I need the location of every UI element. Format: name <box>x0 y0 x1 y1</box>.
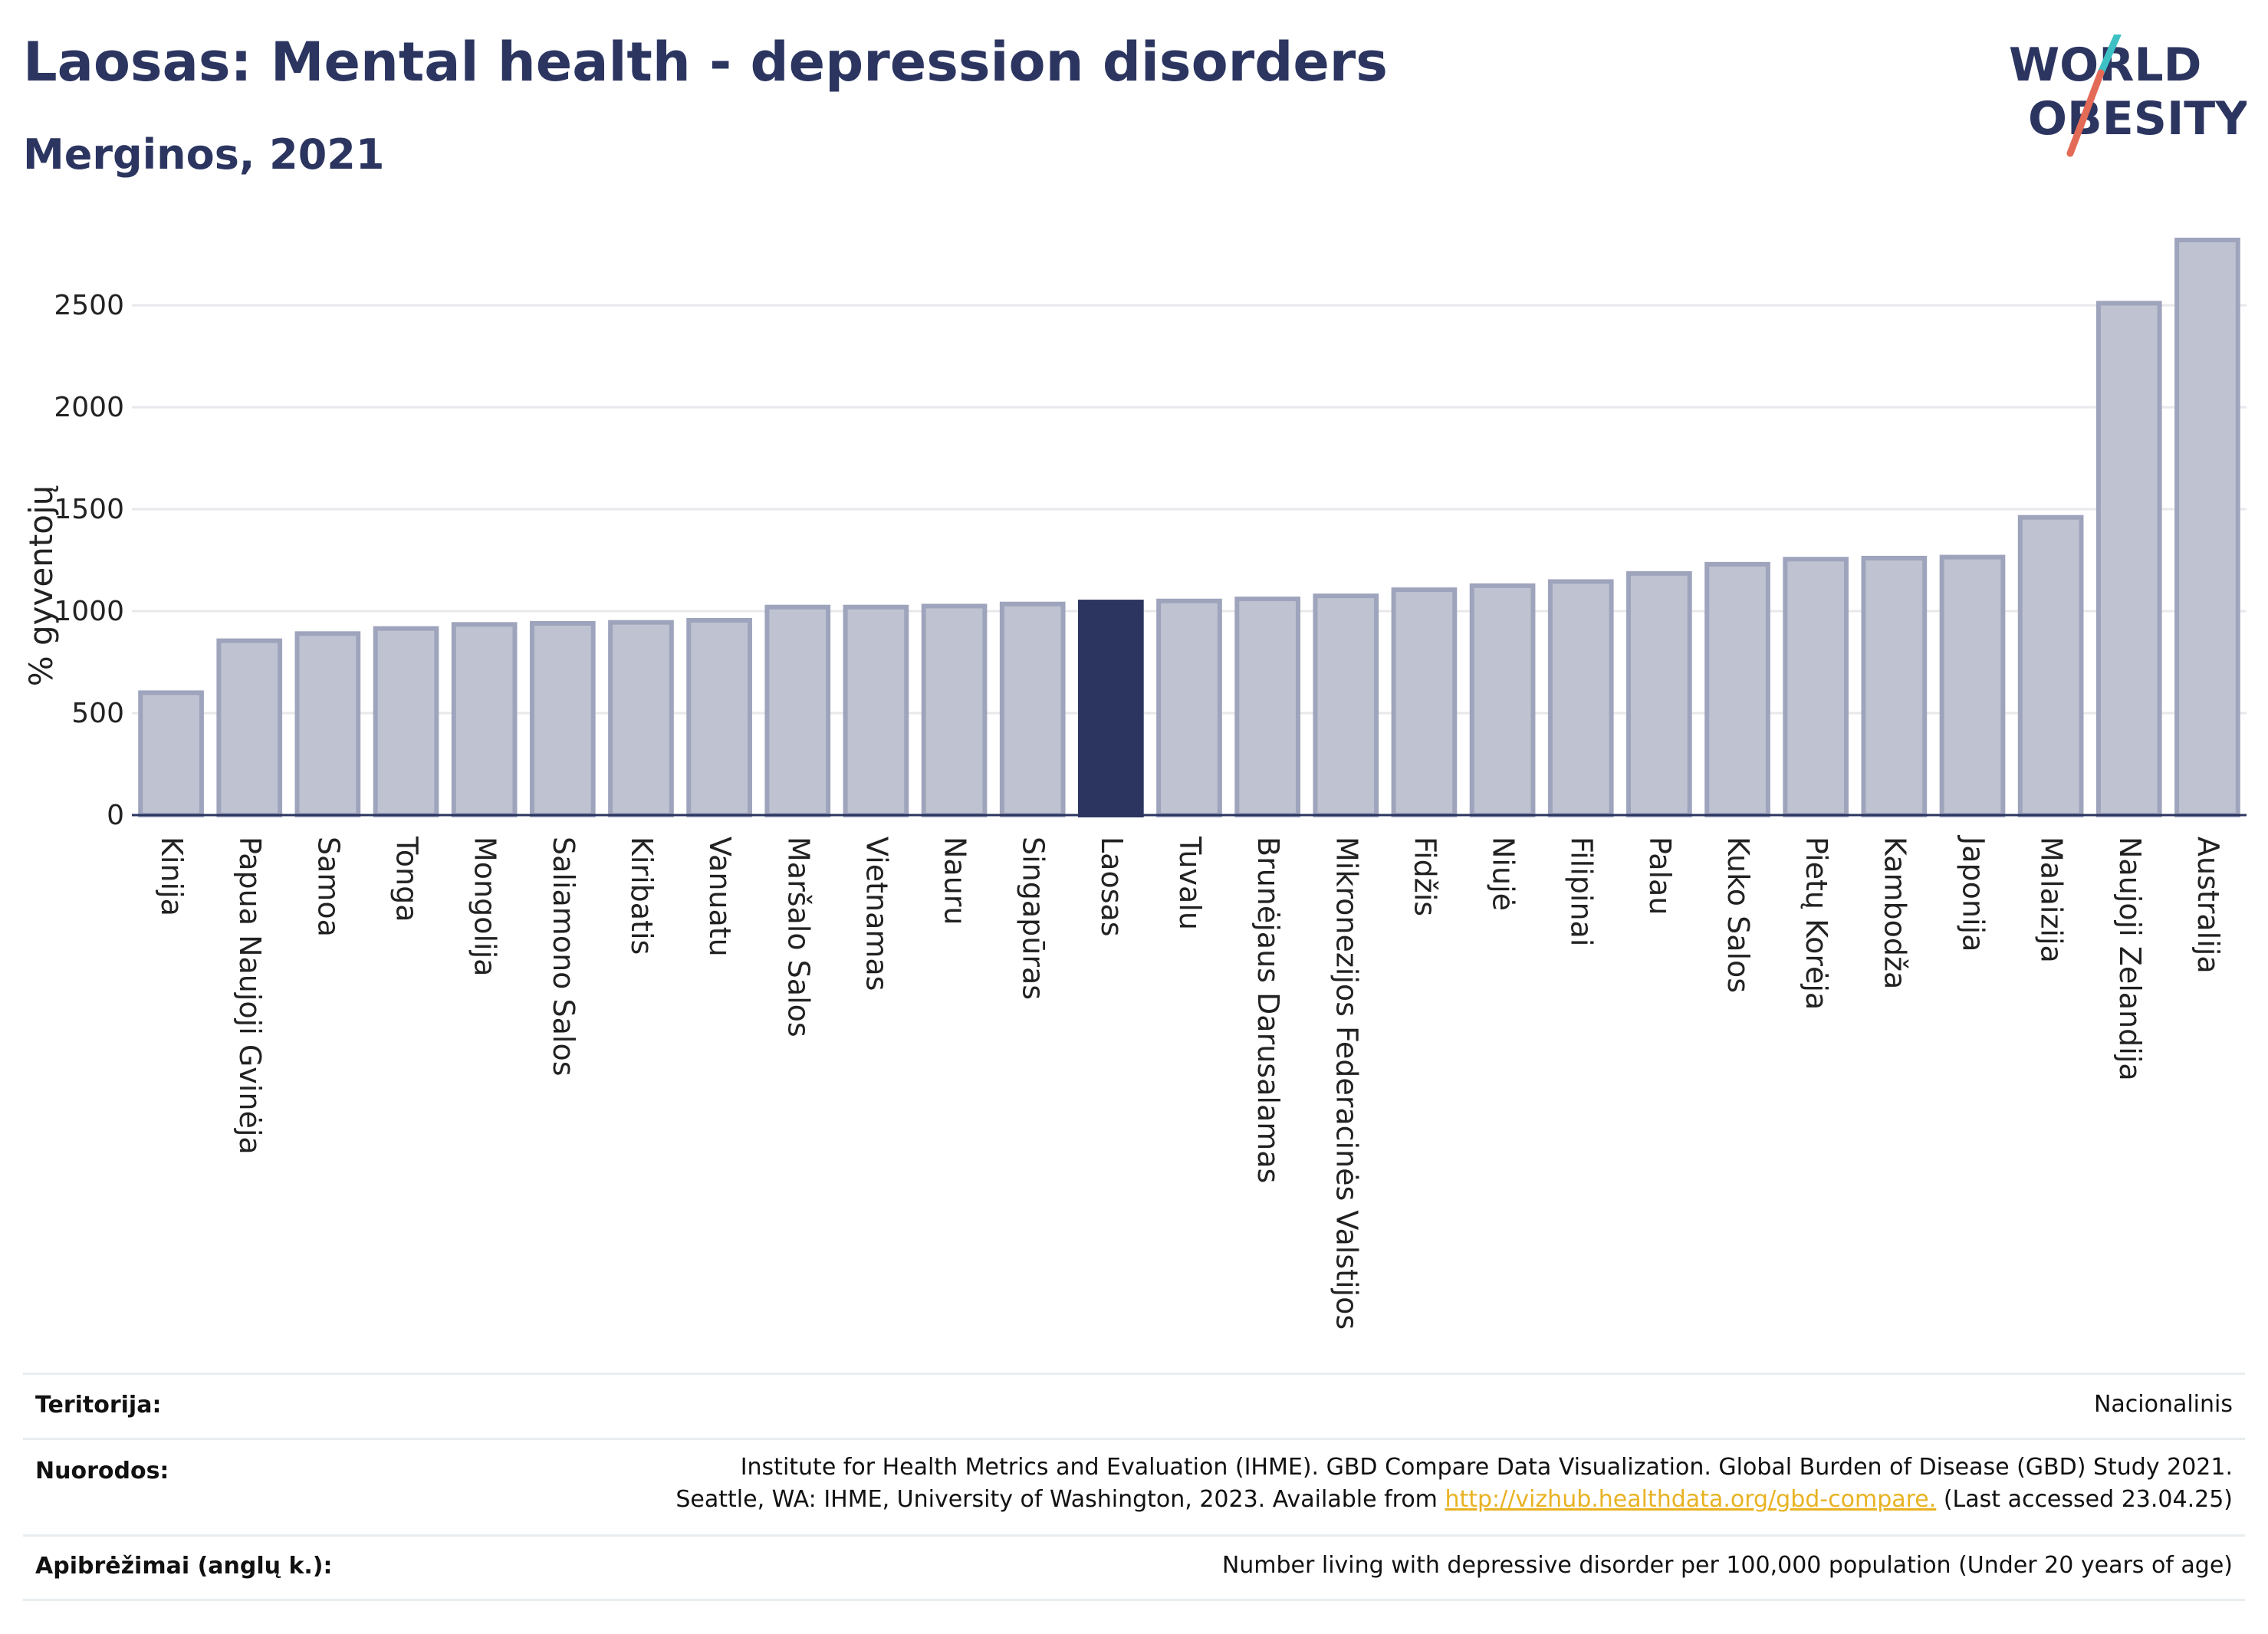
bar <box>2174 237 2240 817</box>
x-tick-label: Laosas <box>1095 837 1129 937</box>
chart-title: Laosas: Mental health - depression disor… <box>23 31 1388 94</box>
logo-line-2: OBESITY <box>2028 92 2247 146</box>
sources-line-2-suffix: (Last accessed 23.04.25) <box>1936 1486 2233 1513</box>
x-tick-label: Kambodža <box>1878 837 1911 989</box>
bar <box>999 601 1066 817</box>
y-tick-label: 1500 <box>54 494 124 525</box>
x-tick-label: Nauru <box>938 837 972 925</box>
x-tick-label: Vanuatu <box>703 837 737 957</box>
x-tick-label: Kiribatis <box>625 837 659 955</box>
sources-label: Nuorodos: <box>35 1458 169 1484</box>
x-tick-label: Maršalo Salos <box>781 837 815 1037</box>
bar <box>294 631 361 817</box>
x-tick-label: Palau <box>1643 837 1677 915</box>
y-axis-title: % gyventojų <box>22 485 60 687</box>
world-obesity-logo: WORLD OBESITY <box>2009 35 2247 157</box>
bar <box>1156 598 1222 817</box>
x-tick-label: Papua Naujoji Gvinėja <box>233 837 267 1155</box>
y-tick-label: 2000 <box>54 392 124 423</box>
bar <box>1469 583 1536 818</box>
metadata-table: Teritorija: Nacionalinis Nuorodos: Insti… <box>23 1373 2245 1603</box>
bar <box>1626 570 1692 818</box>
x-tick-label: Kinija <box>155 837 189 916</box>
bar-chart: 0 500 1000 1500 2000 2500 % gyventojų Kinija Pap… <box>22 237 2247 1330</box>
x-tick-label: Saliamono Salos <box>547 837 580 1077</box>
sources-line-1: Institute for Health Metrics and Evaluat… <box>740 1454 2233 1481</box>
x-tick-label: Tuvalu <box>1173 836 1207 930</box>
x-tick-label: Australija <box>2191 837 2225 974</box>
bar <box>2095 301 2162 817</box>
bar <box>216 638 283 817</box>
bar <box>2017 515 2084 817</box>
territory-value: Nacionalinis <box>2093 1391 2233 1418</box>
definitions-label: Apibrėžimai (anglų k.): <box>35 1553 333 1580</box>
x-tick-label: Brunėjaus Darusalamas <box>1251 837 1285 1183</box>
x-tick-label: Naujoji Zelandija <box>2113 837 2147 1081</box>
x-tick-label: Vietnamas <box>860 837 893 991</box>
sources-value: Institute for Health Metrics and Evaluat… <box>675 1452 2233 1516</box>
y-tick-label: 2500 <box>54 290 124 321</box>
bar <box>1234 597 1300 818</box>
bar <box>608 620 674 817</box>
bar <box>1704 561 1770 817</box>
bar <box>451 622 518 818</box>
bar <box>1547 579 1614 817</box>
bar <box>1391 587 1458 817</box>
x-tick-label: Niujė <box>1487 837 1520 911</box>
x-tick-label: Fidžis <box>1408 837 1441 916</box>
sources-link[interactable]: http://vizhub.healthdata.org/gbd-compare… <box>1445 1486 1937 1513</box>
bar <box>1313 593 1379 817</box>
bar <box>1861 555 1928 817</box>
bar <box>373 626 439 817</box>
y-tick-label: 0 <box>107 800 124 831</box>
bar <box>764 604 831 817</box>
bar <box>529 620 596 817</box>
bar <box>843 604 909 817</box>
chart-subtitle: Merginos, 2021 <box>23 130 385 179</box>
logo-slash-teal <box>2097 35 2122 77</box>
definitions-row: Apibrėžimai (anglų k.): Number living wi… <box>23 1534 2245 1601</box>
bar <box>1783 557 1849 817</box>
x-tick-label: Malaizija <box>2035 837 2069 963</box>
logo-slash-coral <box>2066 69 2105 157</box>
y-tick-label: 1000 <box>54 596 124 627</box>
x-tick-label: Filipinai <box>1565 837 1599 946</box>
x-tick-label: Kuko Salos <box>1721 837 1755 993</box>
x-tick-label: Singapūras <box>1017 837 1050 1000</box>
x-tick-label: Samoa <box>311 837 345 937</box>
sources-line-2: Seattle, WA: IHME, University of Washing… <box>675 1484 2233 1516</box>
bar <box>1939 554 2006 817</box>
territory-row: Teritorija: Nacionalinis <box>23 1375 2245 1440</box>
definitions-value: Number living with depressive disorder p… <box>1221 1552 2233 1579</box>
territory-label: Teritorija: <box>35 1392 162 1419</box>
bar <box>138 690 204 818</box>
x-tick-label: Mikronezijos Federacinės Valstijos <box>1330 837 1363 1330</box>
x-tick-label: Tonga <box>390 836 424 922</box>
x-tick-label: Mongolija <box>468 837 502 976</box>
y-tick-label: 500 <box>71 698 124 729</box>
bar <box>921 603 988 818</box>
sources-row: Nuorodos: Institute for Health Metrics a… <box>23 1438 2245 1537</box>
sources-line-2-prefix: Seattle, WA: IHME, University of Washing… <box>675 1486 1445 1513</box>
x-tick-label: Japonija <box>1956 835 1990 952</box>
bar <box>1078 600 1144 817</box>
x-tick-label: Pietų Korėja <box>1800 837 1833 1010</box>
bar <box>686 618 752 817</box>
